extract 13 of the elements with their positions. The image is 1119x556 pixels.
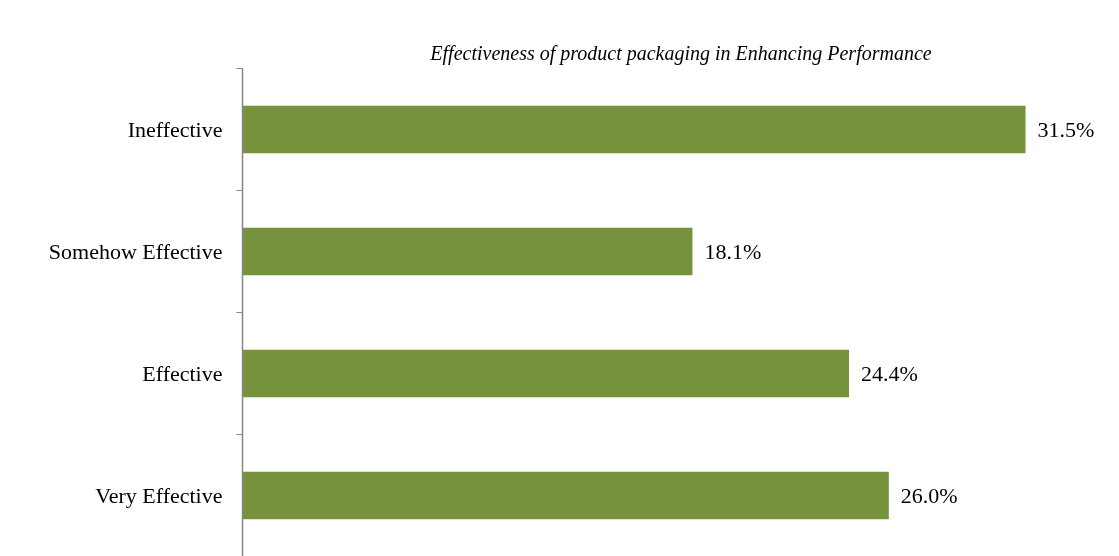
bar [242, 227, 693, 276]
bar [242, 349, 850, 398]
data-label: 24.4% [861, 361, 918, 386]
y-tick-label: Ineffective [127, 117, 223, 142]
data-label: 31.5% [1037, 117, 1095, 142]
chart-title: Effectiveness of product packaging in Enhancing Performance [429, 41, 932, 65]
y-tick-label: Somehow Effective [48, 239, 223, 264]
data-label: 18.1% [704, 239, 762, 264]
bar [242, 471, 889, 520]
data-label: 26.0% [900, 483, 958, 508]
y-tick-label: Very Effective [95, 483, 223, 508]
bar [242, 105, 1026, 154]
y-tick-label: Effective [142, 361, 223, 386]
